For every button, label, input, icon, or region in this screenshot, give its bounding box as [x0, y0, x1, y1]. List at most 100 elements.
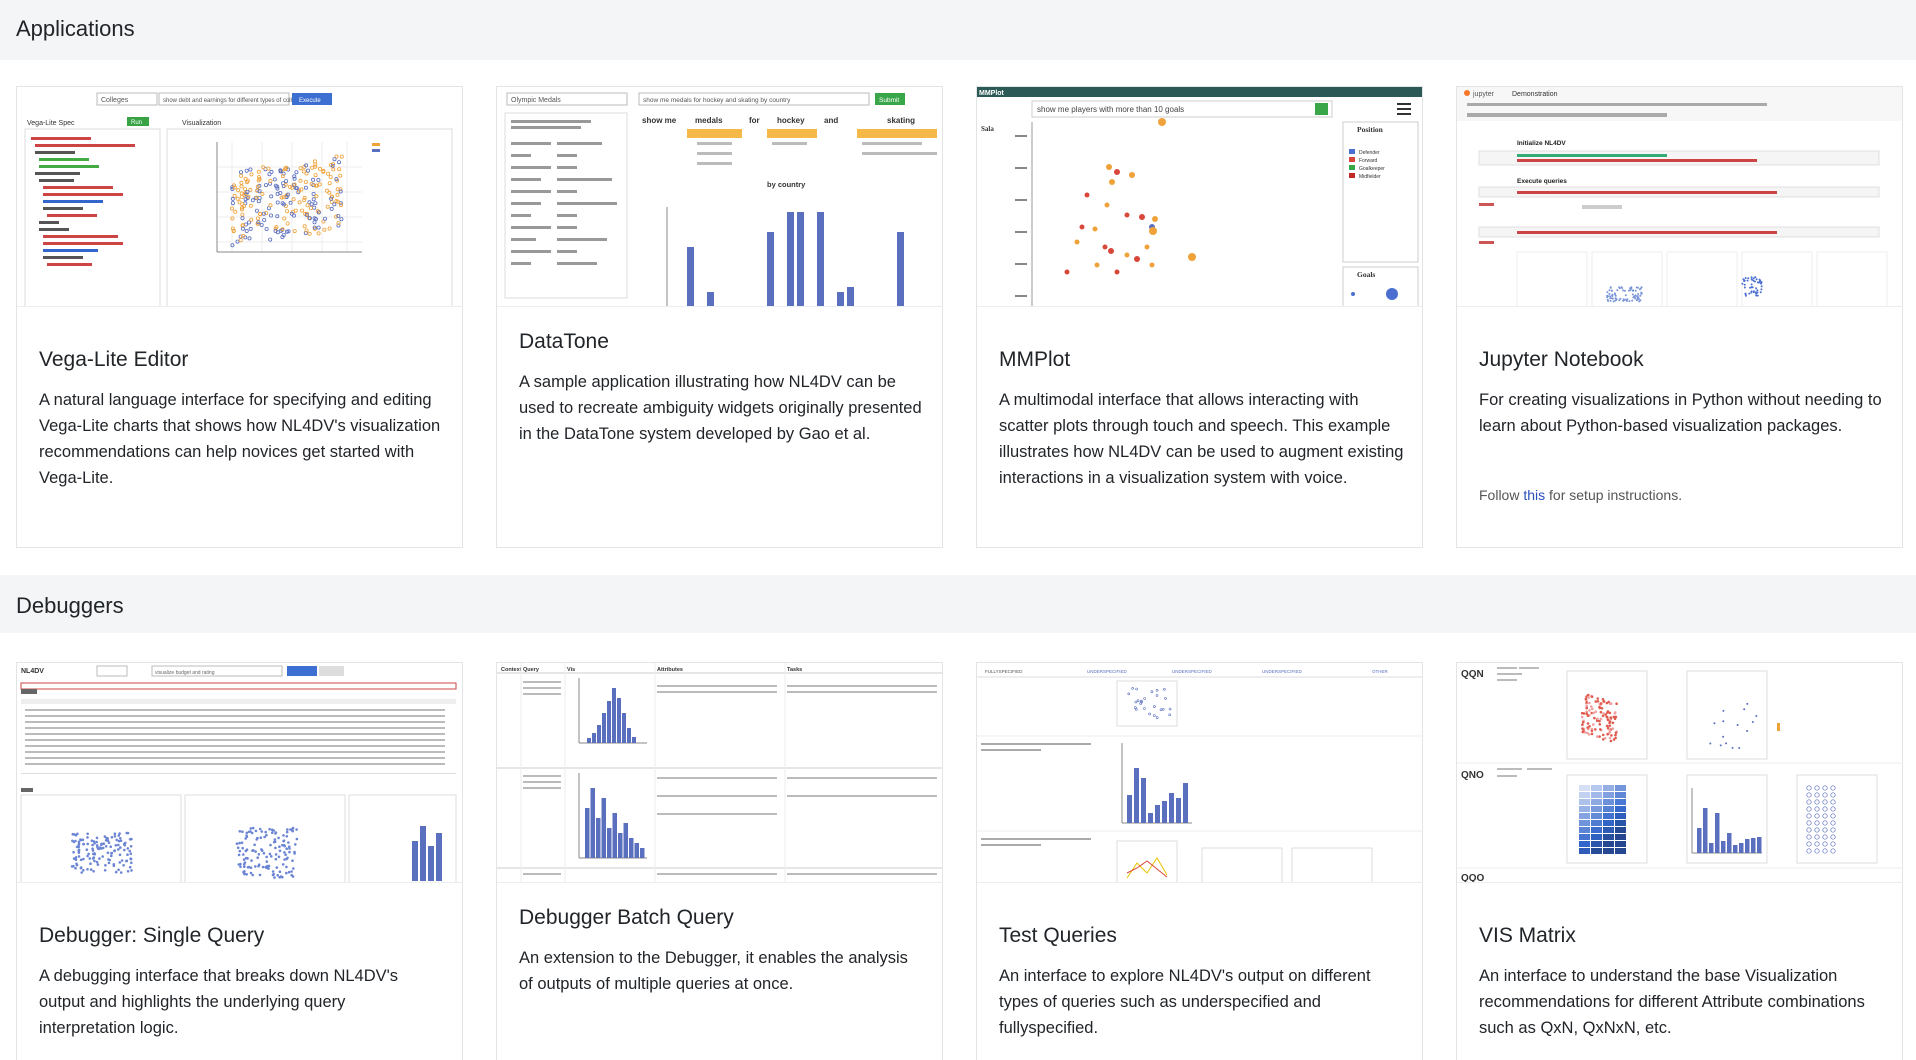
thumb-mark [307, 231, 312, 236]
thumb-mark [335, 192, 340, 197]
setup-note: Follow this for setup instructions. [1479, 487, 1682, 503]
thumbnail-jupyter[interactable]: jupyter Demonstration Initialize NL4DV E… [1457, 87, 1902, 307]
thumb-bar [640, 848, 645, 858]
thumbnail-debugger-batch[interactable]: Context Query Vis Attributes Tasks [497, 663, 942, 883]
thumb-mark [1639, 287, 1642, 290]
card-title[interactable]: Test Queries [999, 924, 1117, 947]
thumb-mark [1756, 291, 1759, 294]
thumb-mark [1114, 269, 1120, 275]
thumb-mark [119, 837, 122, 840]
thumb-mark [1628, 289, 1630, 292]
thumb-mark [248, 203, 253, 208]
thumb-mark [1719, 744, 1722, 747]
svg-text:and: and [824, 116, 838, 125]
thumb-mark [1614, 736, 1617, 740]
thumbnail-vega-lite-editor[interactable]: Colleges show debt and earnings for diff… [17, 87, 462, 307]
thumb-mark [290, 185, 295, 190]
svg-text:Execute: Execute [299, 98, 321, 104]
thumb-bar [634, 843, 639, 858]
thumb-mark [241, 233, 246, 238]
thumb-mark [129, 845, 133, 848]
thumb-mark [1608, 720, 1612, 723]
svg-text:Colleges: Colleges [101, 97, 129, 104]
thumb-mark [1611, 727, 1615, 730]
thumb-mark [1760, 281, 1763, 283]
svg-text:medals: medals [695, 116, 723, 125]
thumb-cell [1603, 841, 1614, 847]
thumb-mark [258, 212, 263, 217]
thumb-mark [263, 835, 266, 839]
app-card-mmplot[interactable]: MMPlot show me players with more than 10… [976, 86, 1423, 548]
thumb-mark [1590, 732, 1594, 736]
debugger-card-vis-matrix[interactable]: QQN QNO QQO VIS Matrix An interface to u… [1456, 662, 1903, 1060]
app-card-datatone[interactable]: Olympic Medals show me medals for hockey… [496, 86, 943, 548]
thumb-mark [1134, 256, 1140, 262]
card-description: An extension to the Debugger, it enables… [519, 949, 908, 993]
thumbnail-debugger-single[interactable]: NL4DV visualize budget and rating [17, 663, 462, 883]
thumb-bar [1733, 845, 1738, 853]
thumb-mark [245, 831, 249, 835]
debugger-card-batch-query[interactable]: Context Query Vis Attributes Tasks [496, 662, 943, 1060]
card-title[interactable]: Debugger Batch Query [519, 906, 734, 929]
thumb-mark [103, 869, 107, 872]
card-title[interactable]: VIS Matrix [1479, 924, 1576, 947]
card-title[interactable]: DataTone [519, 330, 609, 353]
svg-text:hockey: hockey [777, 116, 805, 125]
thumbnail-datatone[interactable]: Olympic Medals show me medals for hockey… [497, 87, 942, 307]
card-title[interactable]: Debugger: Single Query [39, 924, 265, 947]
thumb-mark [303, 180, 308, 185]
thumbnail-test-queries[interactable]: FULLYSPECIFIED UNDERSPECIFIED UNDERSPECI… [977, 663, 1422, 883]
thumb-mark [1743, 286, 1746, 289]
thumb-mark [324, 188, 329, 193]
thumb-mark [104, 864, 107, 867]
thumb-mark [292, 176, 297, 181]
debugger-card-single-query[interactable]: NL4DV visualize budget and rating [16, 662, 463, 1060]
thumb-mark [1806, 834, 1812, 840]
thumb-mark [328, 175, 333, 180]
svg-text:show me medals for hockey and: show me medals for hockey and skating by… [643, 97, 791, 104]
thumb-mark [1143, 707, 1146, 710]
thumbnail-mmplot[interactable]: MMPlot show me players with more than 10… [977, 87, 1422, 307]
card-title[interactable]: MMPlot [999, 348, 1071, 371]
thumb-mark [122, 864, 125, 867]
thumb-mark [1756, 289, 1759, 292]
thumb-mark [1601, 714, 1605, 718]
thumbnail-vis-matrix[interactable]: QQN QNO QQO [1457, 663, 1902, 883]
thumb-mark [1188, 253, 1196, 261]
thumb-mark [1605, 715, 1608, 719]
thumb-mark [274, 831, 278, 834]
thumb-mark [305, 203, 310, 208]
thumbnail-screenshot: FULLYSPECIFIED UNDERSPECIFIED UNDERSPECI… [977, 663, 1422, 882]
thumb-mark [304, 228, 309, 233]
thumb-mark [236, 846, 240, 849]
thumb-cell [1603, 827, 1614, 833]
thumb-mark [317, 166, 322, 171]
thumb-mark [272, 840, 276, 844]
card-title[interactable]: Vega-Lite Editor [39, 348, 189, 371]
thumb-cell [1591, 806, 1602, 812]
thumb-mark [262, 851, 266, 855]
setup-instructions-link[interactable]: this [1523, 487, 1546, 503]
thumb-mark [1613, 712, 1617, 715]
app-card-vega-lite-editor[interactable]: Colleges show debt and earnings for diff… [16, 86, 463, 548]
thumb-mark [1631, 293, 1634, 296]
thumb-mark [1592, 723, 1595, 726]
thumb-bar [1721, 841, 1726, 853]
thumb-mark [1079, 224, 1085, 230]
thumb-mark [275, 200, 280, 205]
thumb-mark [253, 843, 256, 847]
thumb-mark [1639, 294, 1642, 297]
card-description: A multimodal interface that allows inter… [999, 391, 1404, 487]
thumb-mark [241, 846, 244, 850]
svg-text:Initialize NL4DV: Initialize NL4DV [1517, 140, 1566, 147]
thumb-mark [336, 223, 341, 228]
app-card-jupyter-notebook[interactable]: jupyter Demonstration Initialize NL4DV E… [1456, 86, 1903, 548]
setup-note-suffix: for setup instructions. [1545, 487, 1683, 503]
thumb-mark [1131, 686, 1134, 690]
thumb-mark [329, 206, 334, 211]
debugger-card-test-queries[interactable]: FULLYSPECIFIED UNDERSPECIFIED UNDERSPECI… [976, 662, 1423, 1060]
thumb-cell [1603, 848, 1614, 854]
thumb-mark [233, 209, 238, 214]
thumb-mark [331, 167, 336, 172]
card-title[interactable]: Jupyter Notebook [1479, 348, 1644, 371]
